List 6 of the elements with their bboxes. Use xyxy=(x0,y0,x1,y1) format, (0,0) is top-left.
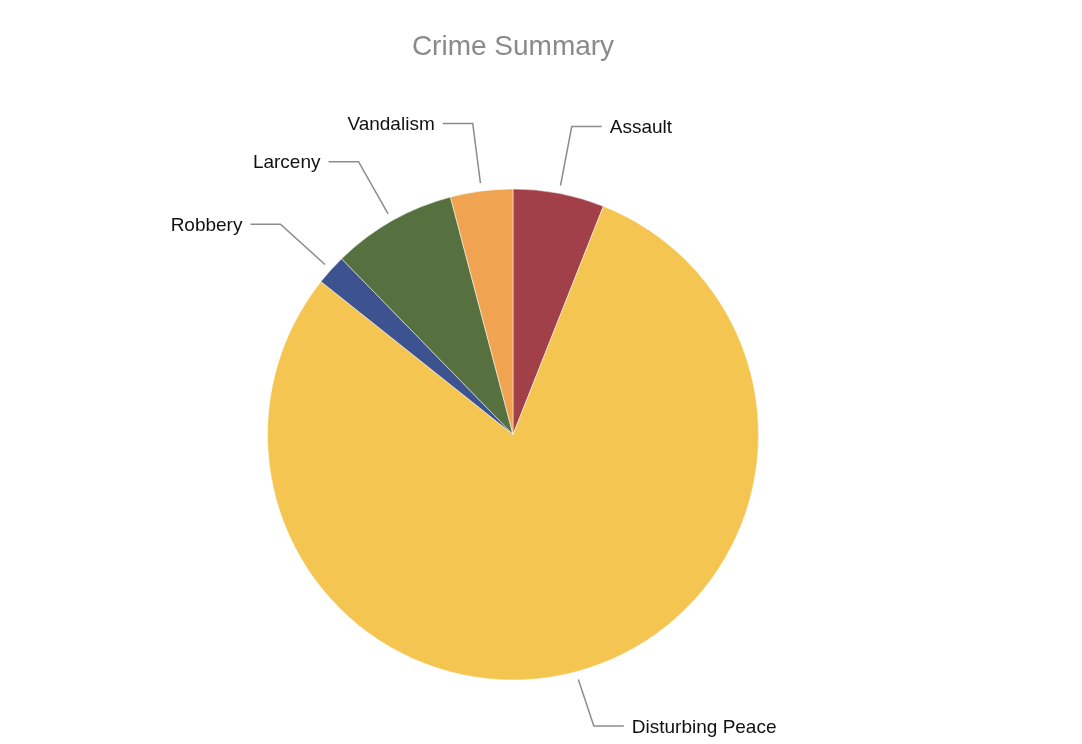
slice-label: Robbery xyxy=(170,213,243,235)
slice-label: Larceny xyxy=(252,151,322,173)
slice-label: Vandalism xyxy=(347,113,435,135)
slice-label: Disturbing Peace xyxy=(631,715,777,737)
chart-title: Crime Summary xyxy=(411,29,615,61)
slice-label: Assault xyxy=(609,116,673,138)
